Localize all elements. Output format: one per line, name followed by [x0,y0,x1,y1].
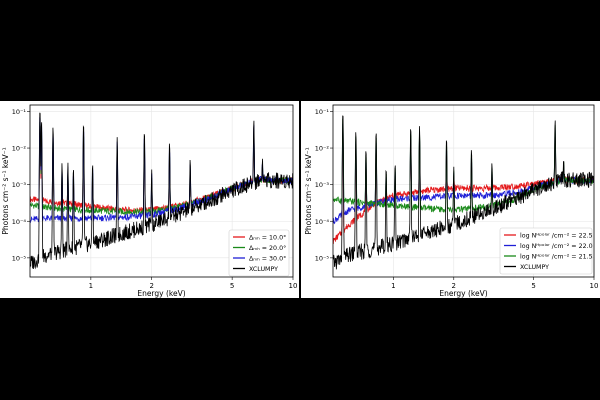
axes-frame [332,104,595,278]
y-tick-label: 10⁻¹ [315,108,330,116]
legend-entry: log Nᴴᵖᵒˡᵃʳ /cm⁻² = 22.5 [520,232,593,239]
left-chart: 1 2 5 10 10⁻⁵ 10⁻⁴ 10⁻³ 10⁻² 10⁻¹ Energy (keV) Pho… [1,104,298,298]
y-tick-label: 10⁻⁵ [315,254,330,262]
axes-frame [29,104,294,278]
legend-entry: Δₘₕ = 20.0° [249,244,286,252]
x-tick-label: 5 [531,282,535,290]
legend-entry: XCLUMPY [520,264,549,271]
x-tick-label: 5 [230,282,234,290]
legend-entry: XCLUMPY [249,266,278,273]
y-tick-label: 10⁻¹ [12,108,27,116]
legend-entry: Δₘₕ = 10.0° [249,233,286,241]
legend: Δₘₕ = 10.0° Δₘₕ = 20.0° Δₘₕ = 30.0° XCLUMPY [228,229,290,277]
y-tick-label: 10⁻⁵ [12,254,27,262]
plot-area [30,112,293,270]
y-tick-label: 10⁻² [315,145,330,153]
series-line [30,112,293,270]
legend-box [228,229,290,277]
legend-entry: log Nᴴᵖᵒˡᵃʳ /cm⁻² = 22.0 [520,243,593,250]
x-tick-label: 10 [289,282,298,290]
right-chart: 1 2 5 10 10⁻⁵ 10⁻⁴ 10⁻³ 10⁻² 10⁻¹ Energy (keV) Pho… [304,104,599,298]
y-tick-label: 10⁻⁴ [12,218,27,226]
y-tick-label: 10⁻³ [315,181,330,189]
x-tick-label: 1 [391,282,395,290]
plot-area [333,115,594,270]
x-tick-label: 2 [452,282,456,290]
y-axis-label: Photons cm⁻² s⁻¹ keV⁻¹ [1,147,10,234]
series-line [333,115,594,270]
x-tick-label: 2 [149,282,153,290]
y-tick-label: 10⁻⁴ [315,218,330,226]
y-tick-label: 10⁻² [12,145,27,153]
legend-entry: Δₘₕ = 30.0° [249,254,286,262]
x-tick-label: 10 [590,282,599,290]
x-axis-label: Energy (keV) [439,289,487,298]
y-axis-label: Photons cm⁻² s⁻¹ keV⁻¹ [304,147,313,234]
legend-entry: log Nᴴᵖᵒˡᵃʳ /cm⁻² = 21.5 [520,253,593,260]
x-tick-label: 1 [89,282,93,290]
y-tick-label: 10⁻³ [12,181,27,189]
x-axis-label: Energy (keV) [137,289,185,298]
legend-box [499,227,593,275]
legend: log Nᴴᵖᵒˡᵃʳ /cm⁻² = 22.5 log Nᴴᵖᵒˡᵃʳ /cm⁻… [499,227,593,275]
